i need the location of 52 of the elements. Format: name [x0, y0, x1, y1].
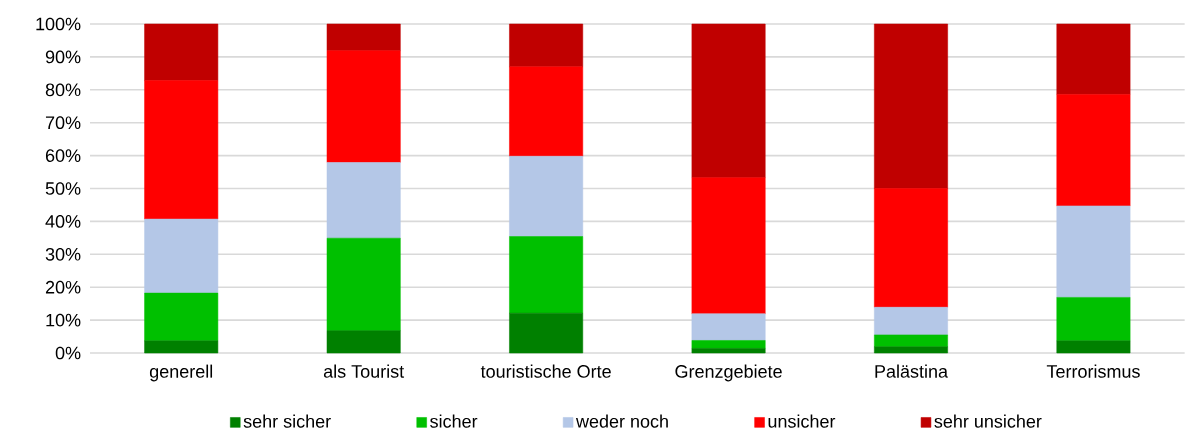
bar	[144, 80, 219, 220]
y-tick-label: 10%	[46, 313, 81, 327]
bar	[509, 23, 584, 68]
bar	[1056, 94, 1131, 207]
bar	[1056, 297, 1131, 342]
bar	[326, 23, 401, 51]
bar	[1056, 205, 1131, 298]
bar	[691, 340, 766, 349]
x-tick-label: Grenzgebiete	[675, 364, 782, 382]
x-tick-label: touristische Orte	[480, 364, 611, 378]
bar	[326, 237, 401, 331]
bar	[874, 334, 948, 348]
bar	[691, 313, 766, 341]
x-tick-label: als Tourist	[323, 364, 405, 378]
bar	[326, 50, 401, 163]
y-tick-label: 20%	[45, 280, 81, 294]
x-tick-label: generell	[149, 364, 213, 382]
bar	[144, 340, 219, 354]
y-tick-label: 30%	[45, 247, 81, 261]
bar	[509, 66, 584, 157]
bar	[326, 162, 401, 239]
legend-label: unsicher	[768, 414, 836, 428]
y-tick-label: 70%	[45, 116, 81, 130]
bar	[874, 188, 948, 308]
bar	[691, 177, 766, 315]
bar	[509, 155, 584, 237]
bar	[874, 307, 948, 336]
bar	[144, 292, 219, 342]
x-tick-label: Palästina	[875, 364, 949, 378]
bar	[144, 218, 219, 294]
y-tick-label: 80%	[45, 83, 81, 97]
bar	[874, 23, 948, 189]
bar	[326, 330, 401, 354]
bar	[1056, 340, 1131, 354]
bar	[144, 23, 219, 81]
bar	[874, 346, 948, 354]
x-tick-label: Terrorismus	[1046, 364, 1140, 378]
bar	[691, 348, 766, 354]
bar	[1056, 23, 1131, 95]
legend-label: weder noch	[575, 414, 668, 428]
bar	[509, 236, 584, 314]
y-tick-label: 100%	[36, 17, 81, 31]
bar	[509, 312, 584, 354]
y-tick-label: 40%	[45, 215, 81, 228]
bar	[691, 23, 766, 178]
legend-label: sehr sicher	[243, 414, 331, 428]
legend-label: sicher	[430, 414, 478, 428]
legend-label: sehr unsicher	[934, 414, 1042, 428]
y-tick-label: 90%	[45, 50, 81, 64]
y-tick-label: 0%	[55, 346, 81, 360]
y-tick-label: 60%	[45, 149, 81, 162]
y-tick-label: 50%	[45, 182, 81, 195]
